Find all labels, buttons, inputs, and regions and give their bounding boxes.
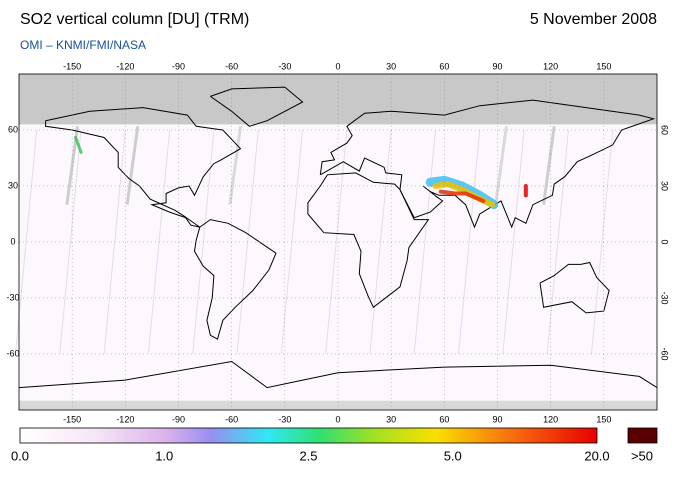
lon-tick-label: -30 <box>278 414 291 424</box>
colorbar-overflow-label: >50 <box>631 448 653 463</box>
lon-tick-label: 30 <box>386 61 396 71</box>
coastline <box>307 172 430 309</box>
so2-plume <box>74 135 83 154</box>
colorbar-label: 20.0 <box>584 448 609 463</box>
date: 5 November 2008 <box>530 11 657 28</box>
lon-tick-label: 60 <box>439 414 449 424</box>
lat-tick-label: 30 <box>8 180 18 190</box>
orbit-stripe <box>590 129 614 355</box>
lat-tick-label: -60 <box>660 347 670 360</box>
orbit-stripe <box>502 129 525 355</box>
lon-tick-label: 150 <box>596 61 611 71</box>
lon-tick-label: 120 <box>543 61 558 71</box>
lat-tick-label: 0 <box>660 239 670 244</box>
orbit-stripe <box>542 126 556 205</box>
colorbar-label: 1.0 <box>155 448 173 463</box>
lon-tick-label: 0 <box>335 414 340 424</box>
lon-tick-label: -60 <box>225 61 238 71</box>
coastline <box>18 360 658 389</box>
orbit-stripe <box>125 126 140 205</box>
credit: OMI – KNMI/FMI/NASA <box>20 38 146 52</box>
lon-tick-label: 90 <box>492 61 502 71</box>
lon-tick-label: -120 <box>116 61 134 71</box>
lat-tick-label: 30 <box>660 181 670 191</box>
map <box>14 73 658 411</box>
orbit-stripe <box>494 126 508 205</box>
coastline <box>319 99 656 229</box>
lon-tick-label: 120 <box>543 414 558 424</box>
orbit-stripe <box>325 129 348 355</box>
colorbar-overflow <box>627 427 658 444</box>
orbit-stripe <box>413 129 436 355</box>
map-frame <box>18 73 658 411</box>
lat-tick-label: -30 <box>6 292 19 302</box>
orbit-stripe <box>228 126 243 205</box>
orbit-stripe <box>369 129 392 355</box>
lon-tick-label: 90 <box>492 414 502 424</box>
lon-tick-label: -90 <box>172 414 185 424</box>
title: SO2 vertical column [DU] (TRM) <box>20 11 249 28</box>
coastline <box>539 261 610 314</box>
lon-tick-label: 0 <box>335 61 340 71</box>
colorbar <box>19 427 598 444</box>
lat-tick-label: 60 <box>660 125 670 135</box>
lat-tick-label: 60 <box>8 124 18 134</box>
lon-tick-label: -30 <box>278 61 291 71</box>
lat-tick-label: -60 <box>6 348 19 358</box>
coastline <box>193 219 277 340</box>
lon-tick-label: 60 <box>439 61 449 71</box>
so2-plume <box>438 189 486 203</box>
coastline <box>210 86 304 127</box>
colorbar-label: 0.0 <box>11 448 29 463</box>
lon-tick-label: -60 <box>225 414 238 424</box>
orbit-stripe <box>546 129 569 355</box>
polar-night <box>19 74 657 125</box>
coastline <box>45 107 242 228</box>
orbit-stripe <box>103 129 126 355</box>
lon-tick-label: 150 <box>596 414 611 424</box>
lon-tick-label: -150 <box>63 414 81 424</box>
lon-tick-label: -120 <box>116 414 134 424</box>
lon-tick-label: -90 <box>172 61 185 71</box>
lat-tick-label: 0 <box>10 236 15 246</box>
south-edge <box>19 400 657 410</box>
orbit-stripe <box>458 129 481 355</box>
orbit-stripe <box>59 129 82 355</box>
colorbar-label: 5.0 <box>444 448 462 463</box>
lon-tick-label: 30 <box>386 414 396 424</box>
lat-tick-label: -30 <box>660 291 670 304</box>
lon-tick-label: -150 <box>63 61 81 71</box>
colorbar-label: 2.5 <box>299 448 317 463</box>
